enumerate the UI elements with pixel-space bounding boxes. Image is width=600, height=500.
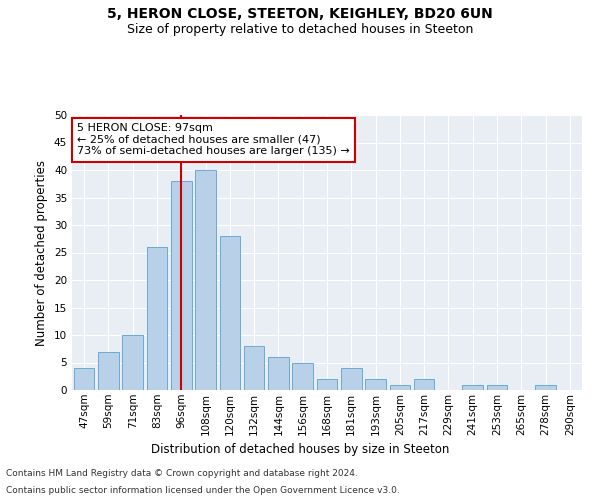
Bar: [487, 384, 508, 390]
Bar: [414, 379, 434, 390]
Bar: [317, 379, 337, 390]
Bar: [268, 357, 289, 390]
Text: Contains HM Land Registry data © Crown copyright and database right 2024.: Contains HM Land Registry data © Crown c…: [6, 468, 358, 477]
Bar: [122, 335, 143, 390]
Bar: [341, 368, 362, 390]
Bar: [389, 384, 410, 390]
Bar: [171, 181, 191, 390]
Text: Size of property relative to detached houses in Steeton: Size of property relative to detached ho…: [127, 22, 473, 36]
Bar: [74, 368, 94, 390]
Text: Contains public sector information licensed under the Open Government Licence v3: Contains public sector information licen…: [6, 486, 400, 495]
Bar: [195, 170, 216, 390]
Text: 5 HERON CLOSE: 97sqm
← 25% of detached houses are smaller (47)
73% of semi-detac: 5 HERON CLOSE: 97sqm ← 25% of detached h…: [77, 123, 350, 156]
Text: Distribution of detached houses by size in Steeton: Distribution of detached houses by size …: [151, 442, 449, 456]
Bar: [365, 379, 386, 390]
Bar: [535, 384, 556, 390]
Bar: [244, 346, 265, 390]
Y-axis label: Number of detached properties: Number of detached properties: [35, 160, 49, 346]
Bar: [98, 352, 119, 390]
Bar: [220, 236, 240, 390]
Bar: [292, 362, 313, 390]
Bar: [463, 384, 483, 390]
Bar: [146, 247, 167, 390]
Text: 5, HERON CLOSE, STEETON, KEIGHLEY, BD20 6UN: 5, HERON CLOSE, STEETON, KEIGHLEY, BD20 …: [107, 8, 493, 22]
